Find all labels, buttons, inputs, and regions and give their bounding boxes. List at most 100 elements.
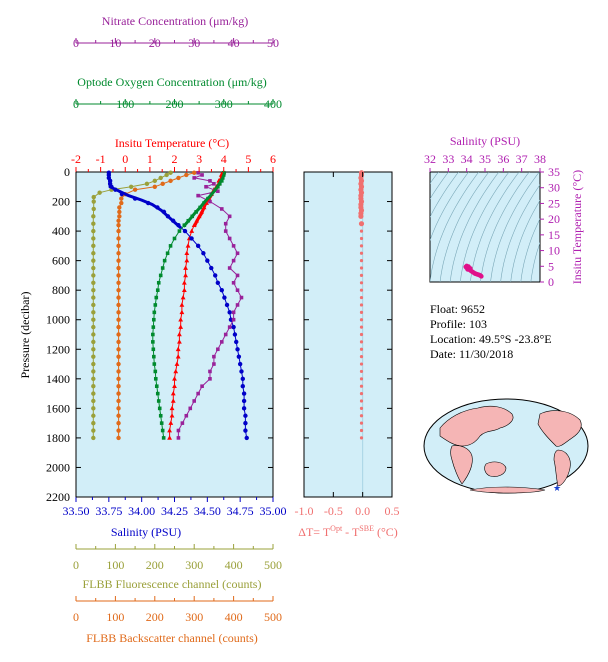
oxygen-tick-label: 300 xyxy=(215,97,233,111)
temperature-point xyxy=(172,383,177,389)
fluorescence-point xyxy=(91,324,96,330)
oxygen-point xyxy=(158,273,163,278)
dt-point xyxy=(359,362,364,366)
dt-tick-label: -0.5 xyxy=(324,504,343,518)
fluorescence-point xyxy=(91,228,96,234)
oxygen-point xyxy=(161,436,166,440)
nitrate-tick-label: 30 xyxy=(188,36,200,50)
ts-density-contour xyxy=(470,172,520,282)
backscatter-point xyxy=(119,200,124,206)
backscatter-point xyxy=(116,302,121,308)
salinity-tick-label: 35.00 xyxy=(260,504,287,518)
salinity-point xyxy=(232,332,238,337)
salinity-point xyxy=(244,435,249,441)
dt-point xyxy=(359,421,364,425)
pressure-tick-label: 600 xyxy=(52,254,70,268)
salinity-point xyxy=(243,413,248,418)
backscatter-point xyxy=(117,209,122,215)
fluorescence-point xyxy=(91,332,96,337)
nitrate-tick-label: 20 xyxy=(149,36,161,50)
salinity-point xyxy=(219,287,224,293)
salinity-tick-label: 34.00 xyxy=(128,504,155,518)
nitrate-point xyxy=(219,207,224,211)
temperature-point xyxy=(177,339,182,344)
ts-density-contour xyxy=(430,172,449,200)
ts-density-contour xyxy=(430,172,459,218)
temperature-point xyxy=(172,376,177,381)
ts-temperature-tick-label: 35 xyxy=(548,165,560,179)
dt-point xyxy=(359,347,364,351)
profile-panel-background xyxy=(75,171,274,498)
float-location-marker: ★ xyxy=(553,483,561,493)
dt-point xyxy=(359,428,364,433)
pressure-tick-label: 0 xyxy=(64,165,70,179)
fluorescence-point xyxy=(91,384,96,389)
dt-point xyxy=(359,259,364,263)
salinity-tick-label: 33.75 xyxy=(95,504,122,518)
ts-density-contour xyxy=(439,172,490,282)
salinity-tick-label: 34.75 xyxy=(227,504,254,518)
oxygen-point xyxy=(152,354,156,359)
temperature-point xyxy=(180,294,186,300)
temperature-point xyxy=(170,398,176,403)
salinity-point xyxy=(231,324,236,330)
ts-density-contour xyxy=(530,241,540,282)
oxygen-point xyxy=(152,362,157,366)
oxygen-point xyxy=(151,340,155,344)
ts-salinity-tick-label: 34 xyxy=(461,152,473,166)
temperature-tick-label: 4 xyxy=(221,152,227,166)
temperature-point xyxy=(183,272,188,278)
salinity-point xyxy=(222,295,227,300)
oxygen-point xyxy=(157,406,162,411)
backscatter-point xyxy=(116,420,121,426)
salinity-point xyxy=(243,420,248,426)
temperature-point xyxy=(185,243,191,248)
fluorescence-point xyxy=(91,221,96,226)
fluorescence-point xyxy=(91,354,96,359)
nitrate-point xyxy=(196,391,200,396)
temperature-point xyxy=(181,280,187,285)
map-land-eurasia xyxy=(439,405,514,447)
nitrate-point xyxy=(180,421,185,425)
ts-temperature-tick-label: 5 xyxy=(548,259,554,273)
salinity-tick-label: 34.25 xyxy=(161,504,188,518)
dt-point xyxy=(359,332,364,337)
backscatter-point xyxy=(116,376,121,382)
oxygen-point xyxy=(151,332,155,337)
profile-plot-area xyxy=(91,170,249,441)
float-info: Float: 9652 Profile: 103 Location: 49.5°… xyxy=(430,302,552,362)
dt-point xyxy=(359,399,364,403)
salinity-point xyxy=(182,228,188,234)
backscatter-tick-label: 200 xyxy=(146,610,164,624)
fluorescence-point xyxy=(91,347,96,352)
backscatter-point xyxy=(116,317,121,322)
oxygen-point xyxy=(152,317,156,322)
backscatter-point xyxy=(116,413,121,418)
nitrate-point xyxy=(200,173,204,177)
fluorescence-point xyxy=(144,181,150,187)
oxygen-axis-label: Optode Oxygen Concentration (μm/kg) xyxy=(77,75,266,89)
backscatter-point xyxy=(116,251,121,256)
salinity-tick-label: 33.50 xyxy=(63,504,90,518)
fluorescence-point xyxy=(91,243,96,249)
fluorescence-point xyxy=(168,170,173,175)
temperature-tick-label: -1 xyxy=(96,152,106,166)
ts-salinity-tick-label: 37 xyxy=(516,152,528,166)
backscatter-tick-label: 100 xyxy=(106,610,124,624)
fluorescence-point xyxy=(91,206,96,212)
temperature-point xyxy=(178,324,184,329)
pressure-tick-label: 1000 xyxy=(46,313,70,327)
salinity-point xyxy=(241,406,247,411)
temperature-point xyxy=(169,405,175,411)
fluorescence-point xyxy=(91,435,96,441)
dt-point xyxy=(359,377,364,381)
fluorescence-point xyxy=(91,287,96,293)
dt-plot-area xyxy=(358,170,365,497)
nitrate-point xyxy=(231,258,236,263)
salinity-point xyxy=(201,251,206,256)
oxygen-point xyxy=(153,303,158,307)
fluorescence-point xyxy=(91,391,96,396)
backscatter-point xyxy=(116,428,121,433)
dt-label-sup1: Opt xyxy=(330,524,343,533)
dt-tick-label: 0.5 xyxy=(385,504,400,518)
